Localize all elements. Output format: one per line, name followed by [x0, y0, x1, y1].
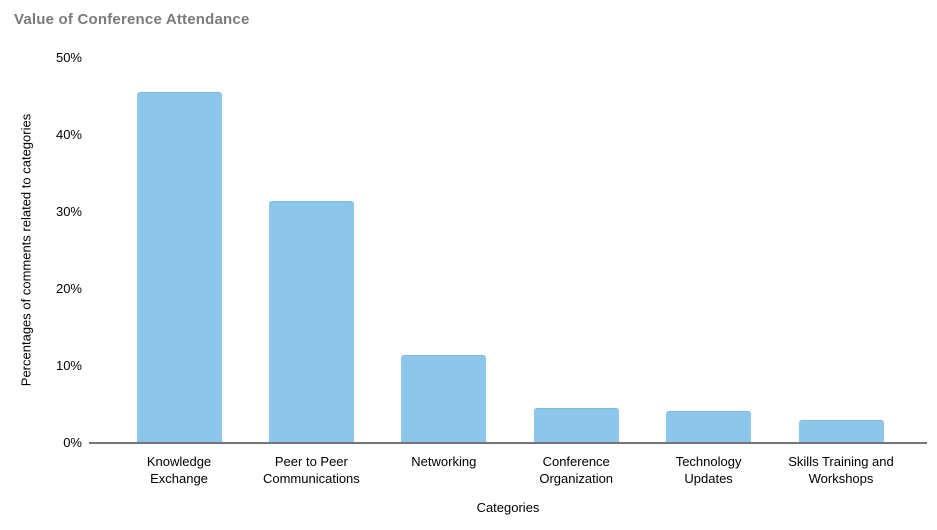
x-axis-line	[89, 442, 927, 444]
bar	[533, 408, 619, 442]
bar	[666, 411, 752, 442]
bar	[268, 200, 354, 442]
y-tick-label: 40%	[55, 127, 82, 142]
chart-title: Value of Conference Attendance	[14, 11, 250, 28]
category-label: Peer to Peer Communications	[262, 454, 360, 486]
y-tick-label: 10%	[55, 358, 82, 373]
y-axis-title: Percentages of comments related to categ…	[18, 113, 34, 387]
category-label: Technology Updates	[675, 454, 742, 486]
category-label: Knowledge Exchange	[146, 454, 212, 486]
y-tick-label: 50%	[55, 50, 82, 65]
category-label: Skills Training and Workshops	[788, 454, 894, 486]
category-label: Conference Organization	[539, 454, 614, 486]
category-label: Networking	[411, 454, 477, 469]
bar	[401, 354, 487, 442]
y-tick-label: 30%	[55, 204, 82, 219]
bar	[136, 91, 222, 442]
y-tick-label: 20%	[55, 281, 82, 296]
bar	[798, 420, 884, 442]
x-axis-title: Categories	[476, 500, 540, 515]
y-tick-label: 0%	[63, 435, 82, 450]
